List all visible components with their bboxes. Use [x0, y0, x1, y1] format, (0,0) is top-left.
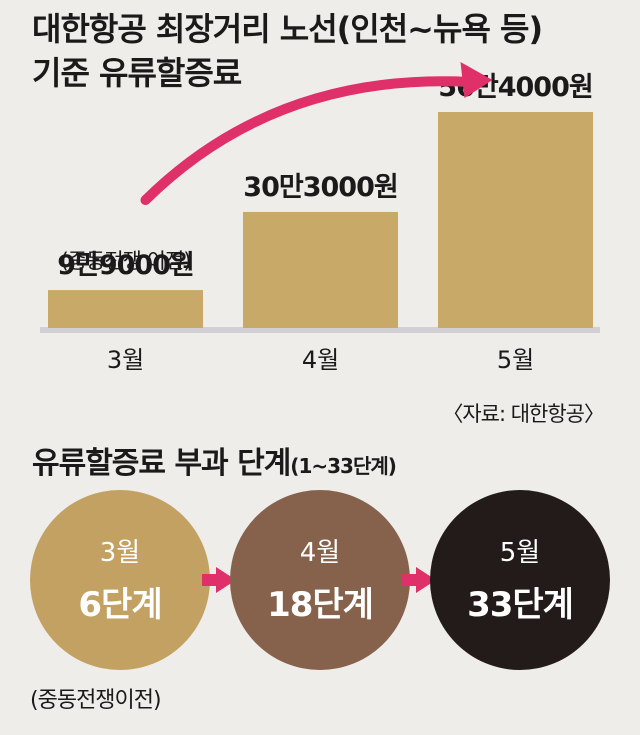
stage-level: 18단계 [267, 585, 374, 625]
source-label: 〈자료: 대한항공〉 [442, 402, 605, 426]
chart-title-line-2: 기준 유류할증료 [32, 54, 242, 92]
bar [243, 211, 398, 328]
stage-month: 5월 [499, 538, 541, 568]
bar-annotation: (중동전쟁 이전) [61, 249, 191, 273]
bar-value-label: 30만3000원 [243, 172, 397, 203]
stage-circle-april: 4월 18단계 [230, 490, 410, 670]
x-tick-label: 4월 [302, 346, 339, 374]
stage-section-title: 유류할증료 부과 단계(1~33단계) [32, 438, 397, 482]
x-tick-label: 5월 [497, 346, 534, 374]
bar-value-label: 9만9000원 [57, 250, 194, 281]
stage-level: 6단계 [78, 585, 162, 625]
trend-arrow-head-icon [460, 62, 493, 98]
chart-title-line-1: 대한항공 최장거리 노선(인천~뉴욕 등) [32, 10, 543, 48]
stage-circle-may: 5월 33단계 [430, 490, 610, 670]
bar [48, 290, 203, 328]
trend-arrow-shaft [140, 76, 476, 206]
stage-section-range: (1~33단계) [290, 454, 397, 478]
stage-month: 3월 [99, 538, 141, 568]
x-tick-label: 3월 [107, 346, 144, 374]
stage-level: 33단계 [467, 585, 574, 625]
bar [438, 112, 593, 328]
chart-baseline [40, 327, 600, 333]
stage-circle-march: 3월 6단계 [30, 490, 210, 670]
stage-section-heading: 유류할증료 부과 단계 [32, 446, 291, 481]
stage-note: (중동전쟁이전) [30, 688, 162, 713]
stage-month: 4월 [299, 538, 341, 568]
